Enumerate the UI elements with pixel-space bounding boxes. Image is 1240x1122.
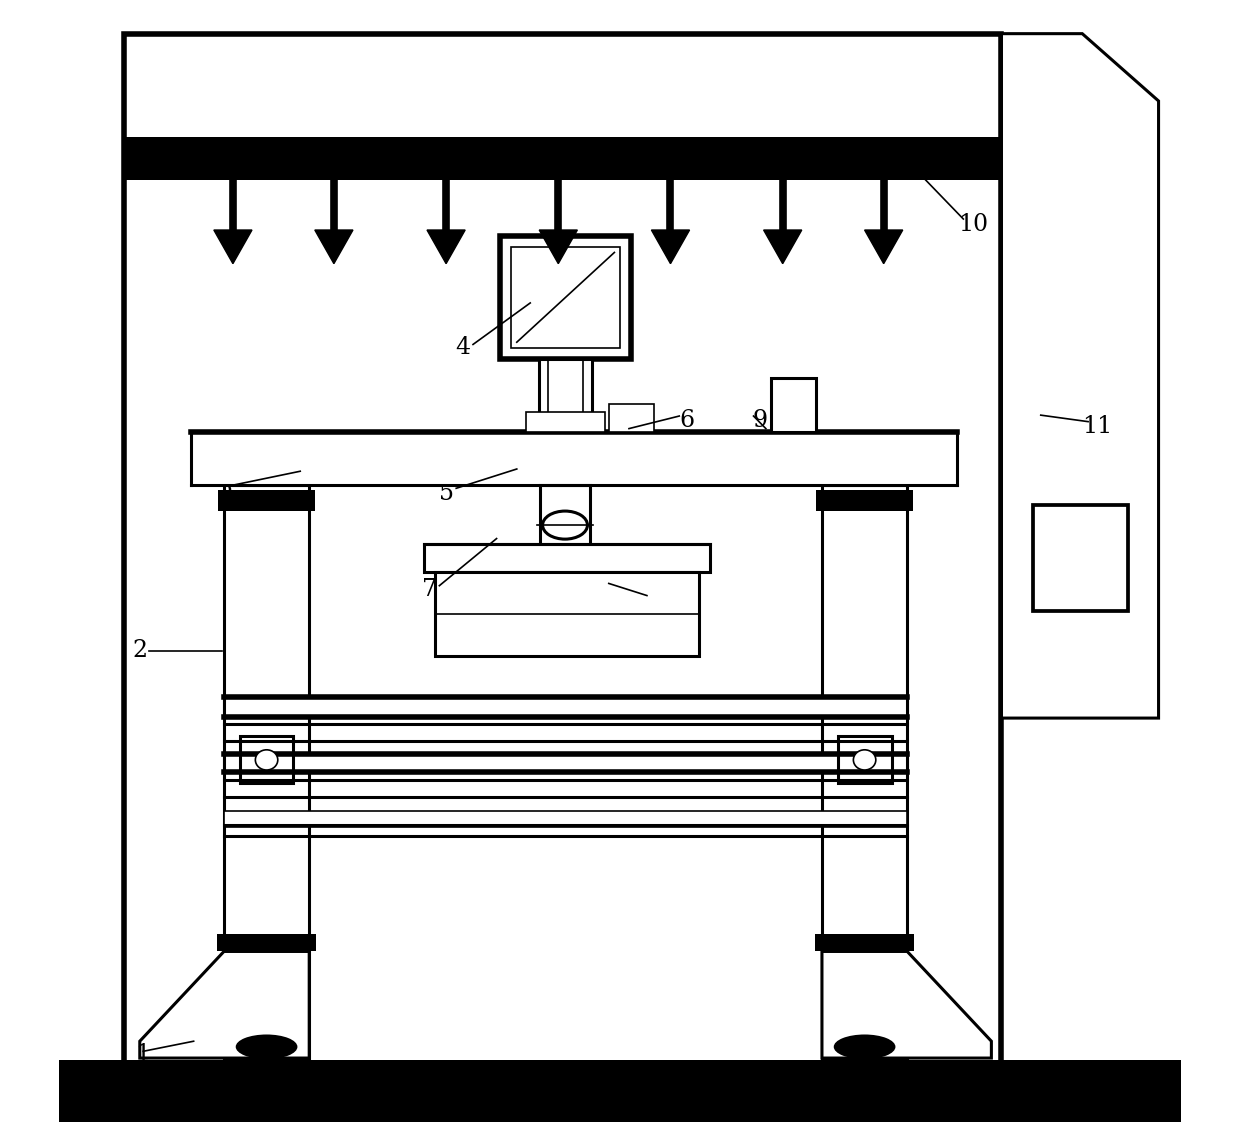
Text: 7: 7: [422, 578, 436, 600]
Text: 10: 10: [959, 213, 988, 236]
Bar: [500, 236, 631, 359]
Bar: [435, 572, 698, 656]
Ellipse shape: [255, 749, 278, 770]
Bar: [239, 736, 294, 783]
Polygon shape: [213, 230, 252, 264]
Bar: [424, 544, 709, 572]
Bar: [526, 412, 605, 432]
Bar: [124, 137, 1002, 180]
Polygon shape: [864, 230, 903, 264]
Polygon shape: [427, 230, 465, 264]
Bar: [539, 359, 591, 432]
Bar: [609, 404, 653, 432]
Bar: [218, 490, 315, 511]
Bar: [511, 247, 620, 348]
Text: 9: 9: [753, 410, 768, 432]
Text: 5: 5: [439, 482, 454, 505]
Text: 8: 8: [646, 589, 661, 611]
Bar: [815, 934, 914, 951]
Polygon shape: [539, 230, 578, 264]
Text: 4: 4: [455, 337, 470, 359]
Bar: [822, 485, 908, 1058]
Bar: [539, 485, 590, 550]
Ellipse shape: [853, 749, 875, 770]
Polygon shape: [822, 951, 992, 1058]
Bar: [124, 34, 1002, 1063]
Bar: [1033, 505, 1128, 611]
Text: 3: 3: [217, 477, 233, 499]
Ellipse shape: [236, 1034, 298, 1059]
Polygon shape: [1002, 34, 1158, 718]
Polygon shape: [140, 951, 309, 1058]
Text: 2: 2: [133, 640, 148, 662]
Text: 1: 1: [135, 1043, 151, 1066]
Bar: [224, 811, 908, 827]
Bar: [224, 485, 309, 1058]
Ellipse shape: [543, 511, 588, 540]
Bar: [217, 934, 316, 951]
Polygon shape: [315, 230, 353, 264]
Text: 11: 11: [1081, 415, 1112, 438]
Bar: [60, 1060, 1180, 1122]
Polygon shape: [651, 230, 689, 264]
Text: 6: 6: [680, 410, 694, 432]
Bar: [191, 432, 956, 485]
Bar: [771, 378, 816, 432]
Bar: [838, 736, 892, 783]
Polygon shape: [764, 230, 802, 264]
Bar: [816, 490, 913, 511]
Bar: [224, 697, 908, 717]
Bar: [224, 754, 908, 772]
Ellipse shape: [833, 1034, 895, 1059]
